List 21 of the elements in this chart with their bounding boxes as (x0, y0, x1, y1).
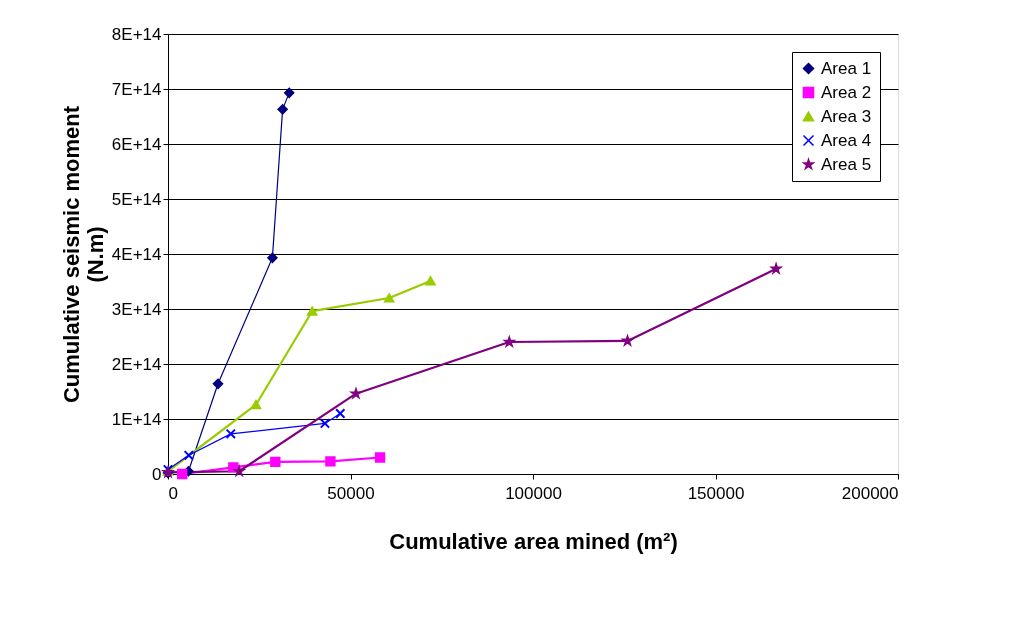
x-axis-title: Cumulative area mined (m²) (389, 528, 678, 554)
y-axis-title: Cumulative seismic moment (N.m) (58, 105, 108, 404)
y-tick-label: 2E+14 (111, 354, 162, 374)
y-tick-label: 7E+14 (111, 79, 162, 99)
y-tick-label: 1E+14 (111, 409, 162, 429)
y-tick-label: 4E+14 (111, 244, 162, 264)
x-tick-label: 50000 (327, 483, 375, 503)
y-tick-label: 6E+14 (111, 134, 162, 154)
x-tick-label: 200000 (841, 483, 899, 503)
y-tick-label: 0 (152, 464, 162, 484)
legend-label: Area 4 (821, 130, 872, 150)
y-tick-label: 3E+14 (111, 299, 162, 319)
x-tick-label: 0 (168, 483, 178, 503)
x-tick-label: 150000 (687, 483, 745, 503)
x-tick-label: 100000 (505, 483, 562, 503)
legend-label: Area 1 (821, 58, 872, 78)
legend-label: Area 3 (821, 106, 872, 126)
legend-label: Area 2 (821, 82, 872, 102)
legend-label: Area 5 (821, 154, 872, 174)
y-tick-label: 8E+14 (111, 24, 162, 44)
y-tick-label: 5E+14 (111, 189, 162, 209)
